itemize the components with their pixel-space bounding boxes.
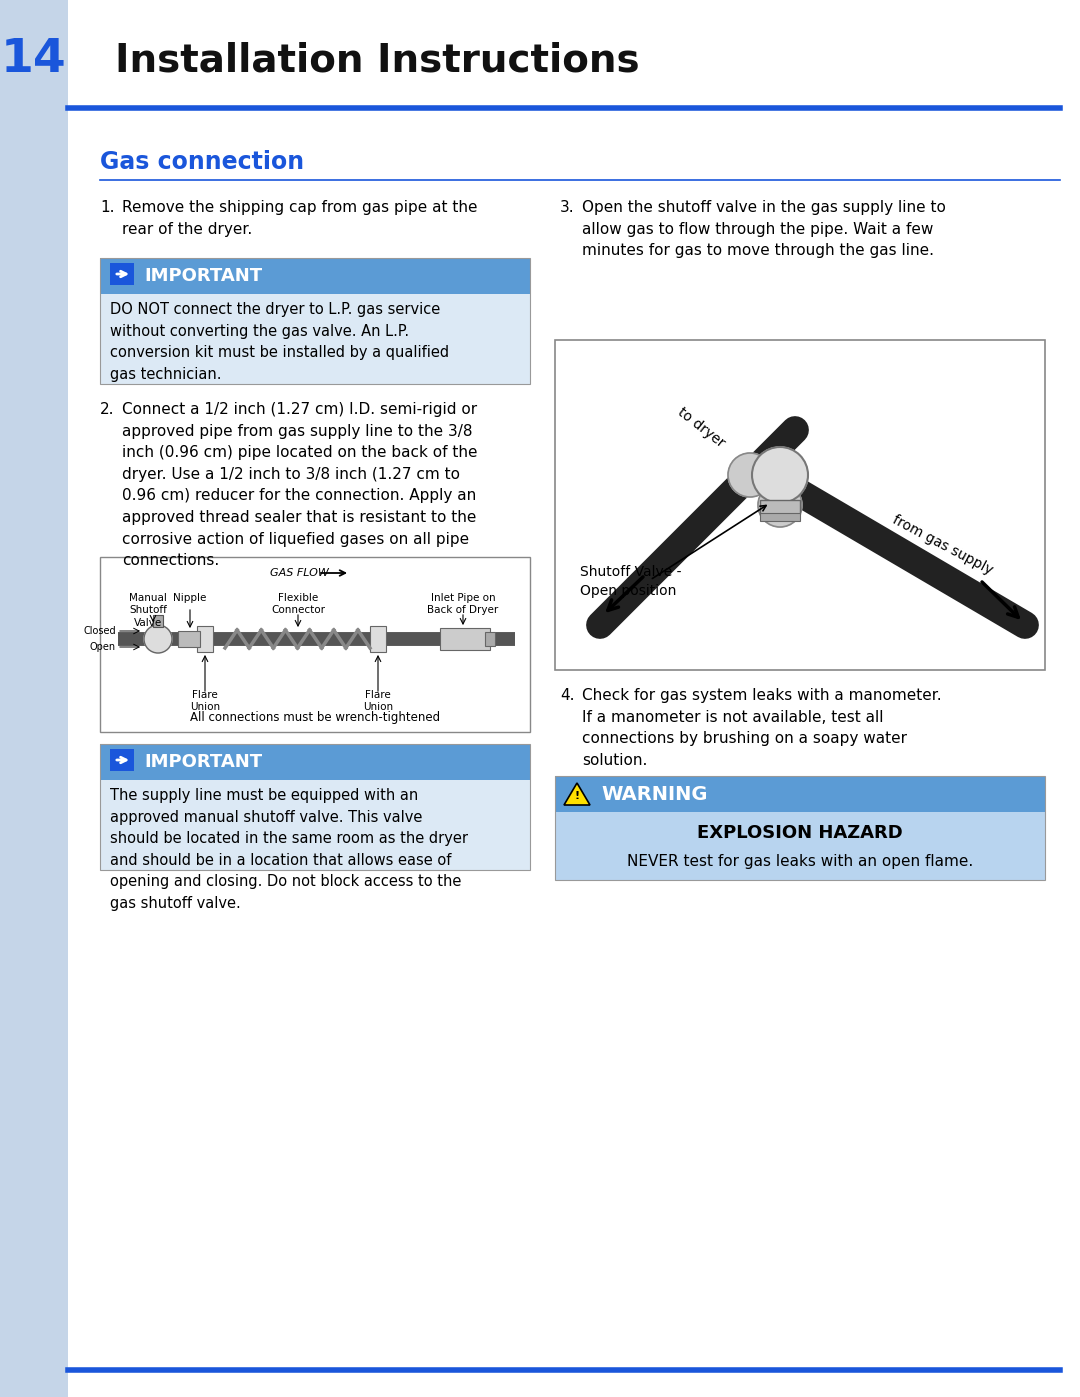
Text: 2.: 2. xyxy=(100,402,114,416)
Text: EXPLOSION HAZARD: EXPLOSION HAZARD xyxy=(697,824,903,842)
Text: Manual
Shutoff
Valve: Manual Shutoff Valve xyxy=(130,592,167,627)
Text: WARNING: WARNING xyxy=(600,785,707,803)
FancyBboxPatch shape xyxy=(68,0,1080,110)
FancyBboxPatch shape xyxy=(153,615,163,627)
Text: Remove the shipping cap from gas pipe at the
rear of the dryer.: Remove the shipping cap from gas pipe at… xyxy=(122,200,477,236)
Circle shape xyxy=(144,624,172,652)
FancyBboxPatch shape xyxy=(555,775,1045,812)
FancyBboxPatch shape xyxy=(760,513,800,521)
Text: Flexible
Connector: Flexible Connector xyxy=(271,592,325,616)
Text: Check for gas system leaks with a manometer.
If a manometer is not available, te: Check for gas system leaks with a manome… xyxy=(582,687,942,768)
FancyBboxPatch shape xyxy=(440,629,490,650)
Text: The supply line must be equipped with an
approved manual shutoff valve. This val: The supply line must be equipped with an… xyxy=(110,788,468,911)
Text: to dryer: to dryer xyxy=(675,405,727,451)
Text: All connections must be wrench-tightened: All connections must be wrench-tightened xyxy=(190,711,440,724)
FancyBboxPatch shape xyxy=(100,293,530,384)
FancyBboxPatch shape xyxy=(555,339,1045,671)
Text: NEVER test for gas leaks with an open flame.: NEVER test for gas leaks with an open fl… xyxy=(626,854,973,869)
Text: Installation Instructions: Installation Instructions xyxy=(114,41,639,80)
FancyBboxPatch shape xyxy=(100,780,530,870)
Text: Inlet Pipe on
Back of Dryer: Inlet Pipe on Back of Dryer xyxy=(428,592,499,616)
Text: Shutoff Valve -
Open position: Shutoff Valve - Open position xyxy=(580,564,681,598)
FancyBboxPatch shape xyxy=(100,258,530,293)
Text: Open the shutoff valve in the gas supply line to
allow gas to flow through the p: Open the shutoff valve in the gas supply… xyxy=(582,200,946,258)
Text: Nipple: Nipple xyxy=(173,592,206,604)
Circle shape xyxy=(752,447,808,503)
Text: 14: 14 xyxy=(1,38,67,82)
Text: DO NOT connect the dryer to L.P. gas service
without converting the gas valve. A: DO NOT connect the dryer to L.P. gas ser… xyxy=(110,302,449,381)
Text: Flare
Union: Flare Union xyxy=(363,690,393,712)
Text: 4.: 4. xyxy=(561,687,575,703)
Circle shape xyxy=(728,453,772,497)
Text: Open: Open xyxy=(90,643,116,652)
FancyBboxPatch shape xyxy=(110,749,134,771)
FancyBboxPatch shape xyxy=(197,626,213,652)
FancyBboxPatch shape xyxy=(555,812,1045,880)
Text: GAS FLOW: GAS FLOW xyxy=(270,569,329,578)
Text: IMPORTANT: IMPORTANT xyxy=(144,267,262,285)
Text: Closed: Closed xyxy=(83,626,116,636)
Text: Gas connection: Gas connection xyxy=(100,149,305,175)
FancyBboxPatch shape xyxy=(110,263,134,285)
Circle shape xyxy=(758,483,802,527)
FancyBboxPatch shape xyxy=(485,631,495,645)
FancyBboxPatch shape xyxy=(0,0,68,1397)
FancyBboxPatch shape xyxy=(760,500,800,514)
Text: Connect a 1/2 inch (1.27 cm) I.D. semi-rigid or
approved pipe from gas supply li: Connect a 1/2 inch (1.27 cm) I.D. semi-r… xyxy=(122,402,477,569)
FancyBboxPatch shape xyxy=(178,631,200,647)
Text: !: ! xyxy=(575,791,580,800)
FancyBboxPatch shape xyxy=(100,557,530,732)
FancyBboxPatch shape xyxy=(370,626,386,652)
Text: Flare
Union: Flare Union xyxy=(190,690,220,712)
Text: from gas supply: from gas supply xyxy=(890,513,995,577)
Text: 1.: 1. xyxy=(100,200,114,215)
FancyBboxPatch shape xyxy=(100,745,530,780)
Polygon shape xyxy=(564,782,590,805)
Text: IMPORTANT: IMPORTANT xyxy=(144,753,262,771)
Text: 3.: 3. xyxy=(561,200,575,215)
